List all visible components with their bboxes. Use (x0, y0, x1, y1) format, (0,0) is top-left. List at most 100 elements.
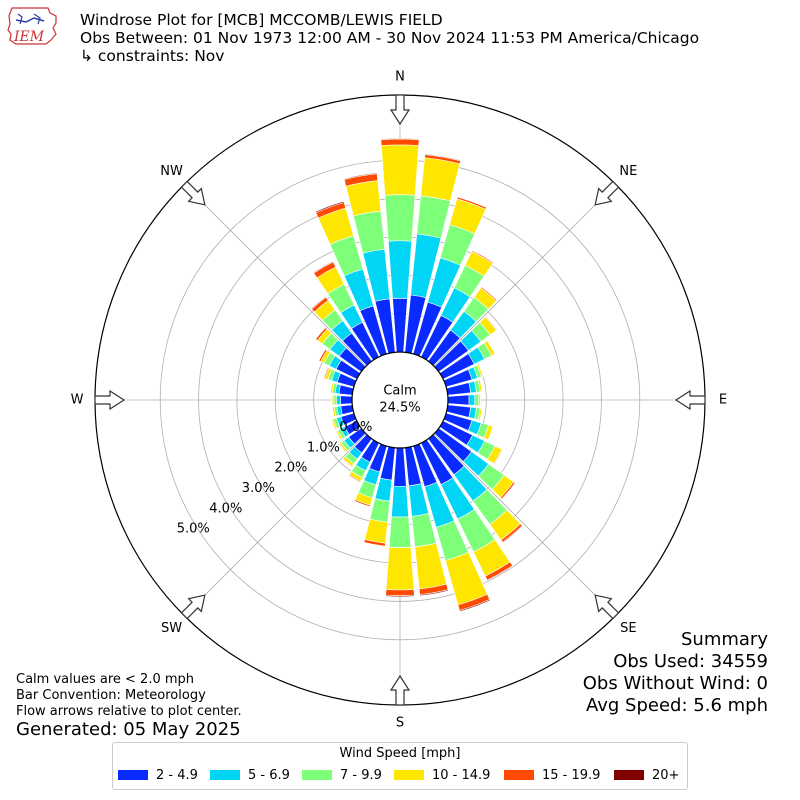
grid-spoke (184, 184, 367, 367)
calm-value: 24.5% (379, 401, 420, 416)
chart-title: Windrose Plot for [MCB] MCCOMB/LEWIS FIE… (80, 11, 443, 29)
windrose-bar (340, 404, 354, 415)
ring-label: 2.0% (274, 461, 307, 476)
windrose-bar (457, 196, 488, 208)
windrose-bar (468, 394, 476, 406)
calm-label: Calm (383, 384, 416, 399)
windrose-bar (314, 326, 326, 340)
compass-label: S (396, 716, 404, 731)
windrose-bar (391, 485, 409, 518)
windrose-bar (348, 475, 361, 483)
legend-swatch (504, 769, 534, 780)
compass: N NE E SE S SW W NW (71, 70, 728, 731)
windrose-bar (314, 201, 345, 214)
windrose-bar (493, 448, 504, 465)
legend-swatch (614, 769, 644, 780)
windrose-bar (447, 394, 470, 406)
legend-swatch (394, 769, 424, 780)
flow-arrow-icon (674, 389, 706, 411)
legend-item: 20+ (614, 768, 679, 784)
ring-label: 5.0% (177, 522, 210, 537)
windrose-bar (414, 542, 447, 590)
windrose-bar (416, 195, 451, 239)
compass-label: SE (620, 621, 636, 636)
windrose-bar (392, 297, 408, 353)
windrose-bar (312, 260, 334, 274)
windrose-bar (424, 153, 462, 162)
windrose-bar (502, 525, 524, 544)
obs-range: Obs Between: 01 Nov 1973 12:00 AM - 30 N… (80, 29, 700, 47)
compass-label: N (395, 70, 405, 85)
avg-speed: Avg Speed: 5.6 mph (586, 695, 768, 716)
windrose-bar (331, 394, 333, 406)
compass-label: NE (619, 164, 637, 179)
obs-used: Obs Used: 34559 (613, 651, 768, 672)
flow-arrows-note: Flow arrows relative to plot center. (16, 704, 242, 719)
windrose-bar (380, 138, 420, 146)
windrose-bar (486, 565, 514, 582)
flow-arrow-icon (389, 674, 411, 706)
flow-arrow-icon (180, 594, 206, 620)
legend-swatch (210, 769, 240, 780)
constraints: ↳ constraints: Nov (80, 47, 225, 65)
windrose-bar (388, 240, 412, 299)
windrose-bar (380, 144, 420, 196)
legend-label: 5 - 6.9 (248, 768, 290, 783)
windrose-bar (374, 477, 393, 502)
logo-text: IEM (13, 29, 45, 45)
generated-date: Generated: 05 May 2025 (16, 719, 241, 740)
windrose-bar (330, 418, 336, 430)
legend-item: 15 - 19.9 (504, 768, 600, 784)
windrose-bar (474, 393, 479, 407)
compass-label: E (719, 393, 727, 408)
legend-label: 2 - 4.9 (156, 768, 198, 783)
bar-convention: Bar Convention: Meteorology (16, 688, 206, 703)
summary-title: Summary (681, 629, 768, 650)
flow-arrow-icon (180, 180, 206, 206)
windrose-bar (331, 406, 335, 418)
windrose-bar (369, 498, 391, 523)
windrose-bar (486, 340, 496, 355)
windrose-bar (501, 482, 516, 500)
windrose-bar (484, 316, 498, 331)
flow-arrow-icon (389, 94, 411, 126)
windrose-bar (342, 458, 353, 468)
windrose-bar (338, 443, 347, 454)
legend-item: 10 - 14.9 (394, 768, 490, 784)
windrose-bar (329, 382, 333, 394)
windrose-bar (385, 547, 415, 591)
windrose-bar (420, 157, 461, 202)
windrose-bar (480, 393, 482, 407)
legend-item: 5 - 6.9 (210, 768, 290, 784)
windrose-bar (479, 408, 483, 421)
legend-label: 20+ (652, 768, 680, 783)
ring-labels: 0.0% 1.0%2.0% 3.0%4.0% 5.0% (177, 420, 373, 537)
windrose-bar (364, 518, 388, 544)
windrose-bar (411, 513, 437, 548)
ring-label: 3.0% (242, 481, 275, 496)
windrose-bar (459, 599, 491, 612)
windrose-bar (345, 180, 382, 217)
legend-item: 7 - 9.9 (302, 768, 382, 784)
grid-spoke (184, 433, 367, 616)
windrose-bar (333, 394, 338, 406)
windrose-bar (487, 425, 494, 441)
windrose-bar (385, 589, 415, 596)
windrose-bar (310, 296, 327, 310)
windrose-bar (471, 250, 494, 264)
windrose-bar (480, 286, 498, 302)
compass-label: SW (161, 621, 182, 636)
windrose-bar (388, 516, 412, 549)
windrose-bar (335, 430, 342, 441)
flow-arrow-icon (94, 389, 126, 411)
windrose-bar (336, 395, 341, 405)
windrose-bar (353, 210, 386, 254)
calm-circle (351, 351, 449, 449)
flow-arrow-icon (594, 180, 620, 206)
windrose-bar (363, 542, 386, 547)
bars (310, 138, 524, 612)
windrose-bar (323, 367, 329, 379)
flow-arrow-icon (594, 594, 620, 620)
compass-label: NW (160, 164, 183, 179)
